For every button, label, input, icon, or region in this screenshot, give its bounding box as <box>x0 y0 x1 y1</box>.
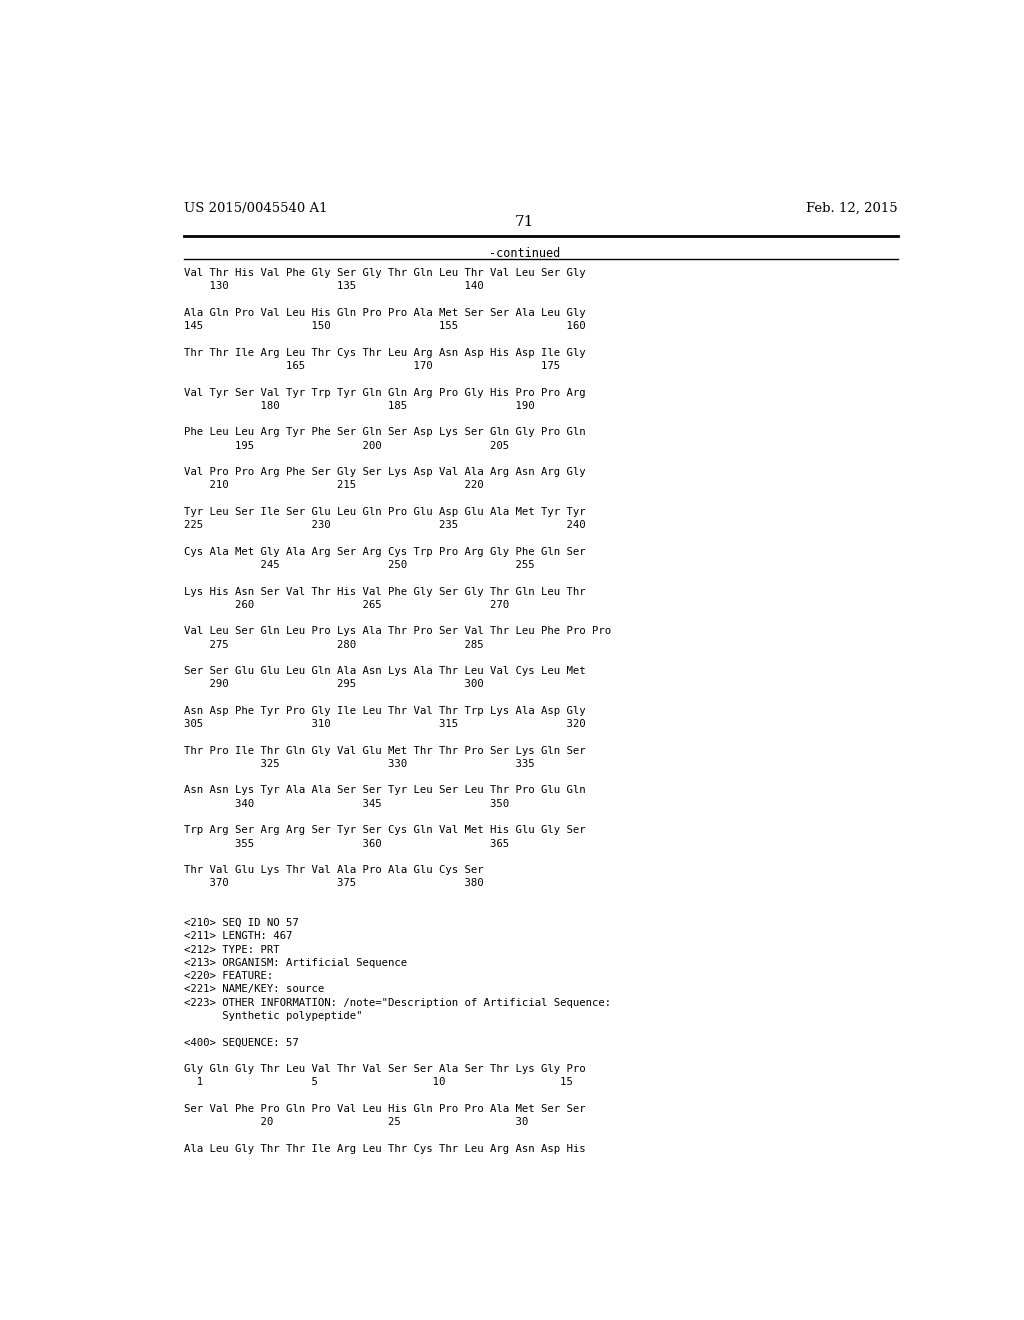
Text: Ala Leu Gly Thr Thr Ile Arg Leu Thr Cys Thr Leu Arg Asn Asp His: Ala Leu Gly Thr Thr Ile Arg Leu Thr Cys … <box>183 1143 585 1154</box>
Text: <213> ORGANISM: Artificial Sequence: <213> ORGANISM: Artificial Sequence <box>183 958 407 968</box>
Text: Ala Gln Pro Val Leu His Gln Pro Pro Ala Met Ser Ser Ala Leu Gly: Ala Gln Pro Val Leu His Gln Pro Pro Ala … <box>183 308 585 318</box>
Text: Feb. 12, 2015: Feb. 12, 2015 <box>806 202 898 215</box>
Text: Lys His Asn Ser Val Thr His Val Phe Gly Ser Gly Thr Gln Leu Thr: Lys His Asn Ser Val Thr His Val Phe Gly … <box>183 586 585 597</box>
Text: 195                 200                 205: 195 200 205 <box>183 441 509 450</box>
Text: Thr Pro Ile Thr Gln Gly Val Glu Met Thr Thr Pro Ser Lys Gln Ser: Thr Pro Ile Thr Gln Gly Val Glu Met Thr … <box>183 746 585 755</box>
Text: Tyr Leu Ser Ile Ser Glu Leu Gln Pro Glu Asp Glu Ala Met Tyr Tyr: Tyr Leu Ser Ile Ser Glu Leu Gln Pro Glu … <box>183 507 585 517</box>
Text: 260                 265                 270: 260 265 270 <box>183 599 509 610</box>
Text: <221> NAME/KEY: source: <221> NAME/KEY: source <box>183 985 324 994</box>
Text: Trp Arg Ser Arg Arg Ser Tyr Ser Cys Gln Val Met His Glu Gly Ser: Trp Arg Ser Arg Arg Ser Tyr Ser Cys Gln … <box>183 825 585 836</box>
Text: Val Tyr Ser Val Tyr Trp Tyr Gln Gln Arg Pro Gly His Pro Pro Arg: Val Tyr Ser Val Tyr Trp Tyr Gln Gln Arg … <box>183 388 585 397</box>
Text: -continued: -continued <box>489 247 560 260</box>
Text: Asn Asp Phe Tyr Pro Gly Ile Leu Thr Val Thr Trp Lys Ala Asp Gly: Asn Asp Phe Tyr Pro Gly Ile Leu Thr Val … <box>183 706 585 715</box>
Text: <400> SEQUENCE: 57: <400> SEQUENCE: 57 <box>183 1038 298 1048</box>
Text: Ser Val Phe Pro Gln Pro Val Leu His Gln Pro Pro Ala Met Ser Ser: Ser Val Phe Pro Gln Pro Val Leu His Gln … <box>183 1104 585 1114</box>
Text: 20                  25                  30: 20 25 30 <box>183 1117 527 1127</box>
Text: 71: 71 <box>515 215 535 230</box>
Text: 340                 345                 350: 340 345 350 <box>183 799 509 809</box>
Text: <212> TYPE: PRT: <212> TYPE: PRT <box>183 945 280 954</box>
Text: Val Thr His Val Phe Gly Ser Gly Thr Gln Leu Thr Val Leu Ser Gly: Val Thr His Val Phe Gly Ser Gly Thr Gln … <box>183 268 585 279</box>
Text: 370                 375                 380: 370 375 380 <box>183 878 483 888</box>
Text: Cys Ala Met Gly Ala Arg Ser Arg Cys Trp Pro Arg Gly Phe Gln Ser: Cys Ala Met Gly Ala Arg Ser Arg Cys Trp … <box>183 546 585 557</box>
Text: 355                 360                 365: 355 360 365 <box>183 838 509 849</box>
Text: <220> FEATURE:: <220> FEATURE: <box>183 972 272 981</box>
Text: Gly Gln Gly Thr Leu Val Thr Val Ser Ser Ala Ser Thr Lys Gly Pro: Gly Gln Gly Thr Leu Val Thr Val Ser Ser … <box>183 1064 585 1074</box>
Text: 275                 280                 285: 275 280 285 <box>183 640 483 649</box>
Text: 245                 250                 255: 245 250 255 <box>183 560 535 570</box>
Text: US 2015/0045540 A1: US 2015/0045540 A1 <box>183 202 327 215</box>
Text: Synthetic polypeptide": Synthetic polypeptide" <box>183 1011 362 1020</box>
Text: <211> LENGTH: 467: <211> LENGTH: 467 <box>183 932 292 941</box>
Text: 145                 150                 155                 160: 145 150 155 160 <box>183 321 585 331</box>
Text: 210                 215                 220: 210 215 220 <box>183 480 483 491</box>
Text: 130                 135                 140: 130 135 140 <box>183 281 483 292</box>
Text: 1                 5                  10                  15: 1 5 10 15 <box>183 1077 572 1088</box>
Text: <223> OTHER INFORMATION: /note="Description of Artificial Sequence:: <223> OTHER INFORMATION: /note="Descript… <box>183 998 610 1007</box>
Text: Val Pro Pro Arg Phe Ser Gly Ser Lys Asp Val Ala Arg Asn Arg Gly: Val Pro Pro Arg Phe Ser Gly Ser Lys Asp … <box>183 467 585 477</box>
Text: Thr Thr Ile Arg Leu Thr Cys Thr Leu Arg Asn Asp His Asp Ile Gly: Thr Thr Ile Arg Leu Thr Cys Thr Leu Arg … <box>183 347 585 358</box>
Text: 290                 295                 300: 290 295 300 <box>183 680 483 689</box>
Text: 225                 230                 235                 240: 225 230 235 240 <box>183 520 585 531</box>
Text: Thr Val Glu Lys Thr Val Ala Pro Ala Glu Cys Ser: Thr Val Glu Lys Thr Val Ala Pro Ala Glu … <box>183 865 483 875</box>
Text: Ser Ser Glu Glu Leu Gln Ala Asn Lys Ala Thr Leu Val Cys Leu Met: Ser Ser Glu Glu Leu Gln Ala Asn Lys Ala … <box>183 667 585 676</box>
Text: 165                 170                 175: 165 170 175 <box>183 360 560 371</box>
Text: <210> SEQ ID NO 57: <210> SEQ ID NO 57 <box>183 919 298 928</box>
Text: 305                 310                 315                 320: 305 310 315 320 <box>183 719 585 729</box>
Text: 325                 330                 335: 325 330 335 <box>183 759 535 770</box>
Text: Asn Asn Lys Tyr Ala Ala Ser Ser Tyr Leu Ser Leu Thr Pro Glu Gln: Asn Asn Lys Tyr Ala Ala Ser Ser Tyr Leu … <box>183 785 585 796</box>
Text: Phe Leu Leu Arg Tyr Phe Ser Gln Ser Asp Lys Ser Gln Gly Pro Gln: Phe Leu Leu Arg Tyr Phe Ser Gln Ser Asp … <box>183 428 585 437</box>
Text: Val Leu Ser Gln Leu Pro Lys Ala Thr Pro Ser Val Thr Leu Phe Pro Pro: Val Leu Ser Gln Leu Pro Lys Ala Thr Pro … <box>183 626 610 636</box>
Text: 180                 185                 190: 180 185 190 <box>183 401 535 411</box>
